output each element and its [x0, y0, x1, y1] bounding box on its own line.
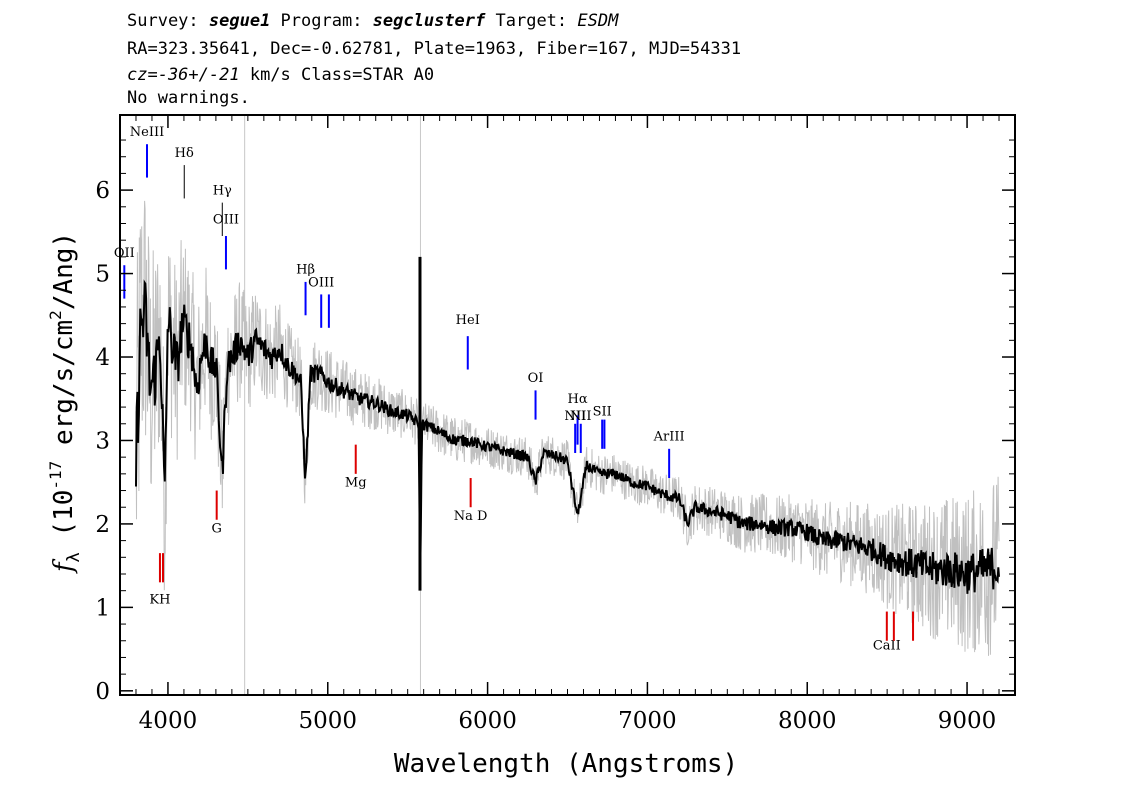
- y-tick-label: 0: [95, 679, 110, 705]
- line-label: OI: [528, 371, 544, 386]
- x-axis-label: Wavelength (Angstroms): [394, 749, 738, 779]
- line-label: G: [211, 521, 221, 536]
- line-label: Hα: [568, 392, 588, 407]
- error-series: [135, 200, 1000, 656]
- header-line-1: Survey: segue1 Program: segclusterf Targ…: [127, 11, 619, 31]
- y-tick-label: 6: [95, 178, 110, 204]
- x-tick-label: 9000: [938, 708, 997, 734]
- x-tick-label: 8000: [778, 708, 837, 734]
- survey-name: segue1: [209, 11, 270, 31]
- y-tick-label: 4: [95, 345, 110, 371]
- flux-series: [135, 279, 1000, 594]
- program-name: segclusterf: [373, 11, 486, 31]
- redshift-value: cz=-36+/-21: [127, 65, 240, 85]
- y-tick-label: 1: [95, 595, 110, 621]
- line-label: SII: [593, 405, 612, 420]
- line-label: Mg: [345, 476, 367, 491]
- y-tick-label: 2: [95, 512, 110, 538]
- y-axis-label: fλ (10-17 erg/s/cm2/Ang): [46, 232, 84, 574]
- line-label: OIII: [213, 213, 239, 228]
- line-label: OII: [114, 246, 135, 261]
- y-tick-label: 3: [95, 428, 110, 454]
- line-label: NeIII: [130, 125, 164, 140]
- line-label: ArIII: [653, 430, 685, 445]
- line-label: Hδ: [175, 146, 194, 161]
- line-label: HeI: [456, 313, 480, 328]
- line-label: KH: [149, 592, 170, 607]
- line-label: Hγ: [213, 183, 232, 198]
- line-label: NII: [570, 409, 592, 424]
- line-label: NII: [564, 409, 586, 424]
- x-tick-label: 7000: [618, 708, 677, 734]
- target-name: ESDM: [577, 11, 619, 31]
- line-label: OIII: [308, 275, 334, 290]
- x-tick-label: 5000: [298, 708, 357, 734]
- header-line-3: cz=-36+/-21 km/s Class=STAR A0: [127, 65, 434, 85]
- line-label: CaII: [873, 638, 901, 653]
- header-line-4: No warnings.: [127, 88, 250, 108]
- line-label: Hβ: [296, 263, 315, 278]
- header-line-2: RA=323.35641, Dec=-0.62781, Plate=1963, …: [127, 39, 741, 59]
- x-tick-label: 6000: [458, 708, 517, 734]
- line-label: Na D: [454, 509, 488, 524]
- y-tick-label: 5: [95, 262, 110, 288]
- x-tick-label: 4000: [139, 708, 198, 734]
